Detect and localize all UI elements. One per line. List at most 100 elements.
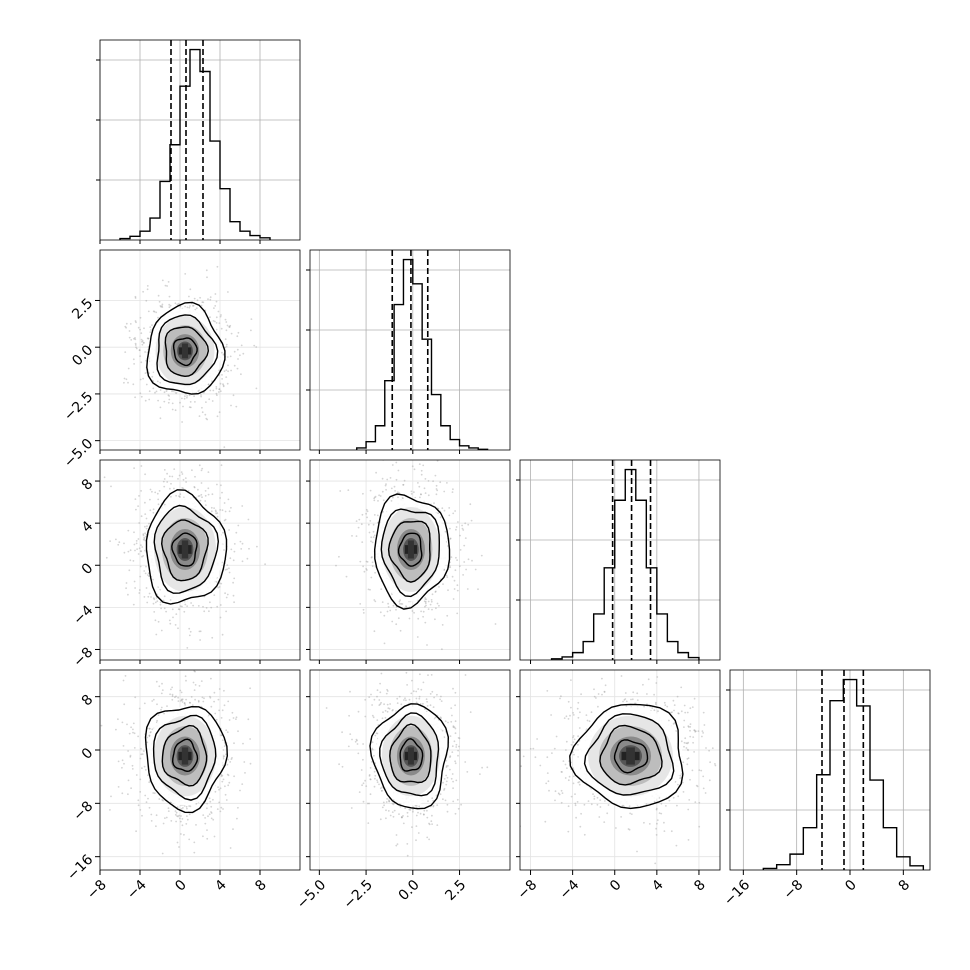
scatter-point xyxy=(118,541,121,544)
scatter-point xyxy=(147,572,150,575)
scatter-point xyxy=(217,310,220,313)
panel-frame xyxy=(99,459,301,661)
scatter-point xyxy=(445,780,448,783)
scatter-point xyxy=(140,753,143,756)
scatter-point xyxy=(109,540,111,542)
scatter-point xyxy=(201,411,204,414)
scatter-point xyxy=(400,816,403,819)
scatter-point xyxy=(412,810,414,813)
scatter-point xyxy=(411,679,413,682)
scatter-point xyxy=(233,364,236,367)
scatter-point xyxy=(144,501,146,504)
scatter-point xyxy=(387,606,390,608)
contour-line xyxy=(387,520,431,583)
scatter-point xyxy=(435,607,437,610)
scatter-point xyxy=(441,648,443,651)
density-peak xyxy=(181,747,189,765)
scatter-point xyxy=(148,727,151,730)
scatter-point xyxy=(448,514,451,517)
scatter-point xyxy=(192,304,195,307)
scatter-point xyxy=(134,297,137,299)
scatter-point xyxy=(151,490,153,493)
scatter-point xyxy=(447,721,449,724)
scatter-point xyxy=(174,302,177,305)
scatter-point xyxy=(204,457,206,459)
scatter-point xyxy=(577,735,579,738)
scatter-point xyxy=(225,753,227,756)
scatter-point xyxy=(132,603,135,606)
scatter-point xyxy=(237,730,239,733)
scatter-point xyxy=(432,804,435,807)
scatter-point xyxy=(210,506,213,509)
scatter-point xyxy=(204,494,207,497)
scatter-point xyxy=(172,242,174,244)
scatter-point xyxy=(216,415,219,418)
scatter-point xyxy=(451,745,454,748)
scatter-point xyxy=(449,735,452,737)
scatter-point xyxy=(379,691,382,694)
scatter-point xyxy=(464,761,467,763)
scatter-point xyxy=(144,473,147,476)
scatter-point xyxy=(335,564,337,567)
scatter-point xyxy=(376,779,378,782)
scatter-point xyxy=(164,817,166,819)
scatter-point xyxy=(201,467,204,470)
scatter-point xyxy=(408,808,411,811)
scatter-point xyxy=(453,579,456,582)
scatter-point xyxy=(129,559,132,562)
scatter-point xyxy=(458,565,461,568)
scatter-point xyxy=(192,604,195,607)
scatter-point xyxy=(222,385,225,388)
scatter-point xyxy=(189,805,192,808)
scatter-point xyxy=(462,574,464,576)
scatter-point xyxy=(221,378,224,380)
scatter-point xyxy=(194,684,197,686)
scatter-point xyxy=(220,773,223,776)
scatter-point xyxy=(122,745,125,747)
scatter-point xyxy=(379,611,382,614)
scatter-point xyxy=(133,467,136,469)
scatter-point xyxy=(178,846,180,848)
scatter-point xyxy=(179,305,182,308)
scatter-point xyxy=(215,510,217,513)
scatter-point xyxy=(188,394,191,397)
scatter-point xyxy=(209,316,211,319)
scatter-point xyxy=(217,391,220,393)
scatter-point xyxy=(376,695,378,698)
scatter-point xyxy=(139,575,142,578)
scatter-point xyxy=(197,495,200,498)
scatter-point xyxy=(426,644,428,646)
scatter-point xyxy=(373,496,376,499)
scatter-point xyxy=(129,549,132,552)
scatter-point xyxy=(378,783,380,786)
scatter-point xyxy=(209,298,212,301)
scatter-point xyxy=(141,555,143,558)
scatter-point xyxy=(374,734,377,737)
scatter-point xyxy=(181,699,183,702)
scatter-point xyxy=(143,342,145,344)
scatter-point xyxy=(163,595,166,598)
scatter-point xyxy=(362,758,364,761)
scatter-point xyxy=(117,718,119,721)
scatter-point xyxy=(193,486,196,489)
scatter-point xyxy=(155,597,158,599)
scatter-point xyxy=(171,408,174,411)
scatter-point xyxy=(134,337,136,339)
scatter-point xyxy=(200,395,203,398)
scatter-point xyxy=(451,751,454,753)
scatter-point xyxy=(244,772,246,774)
scatter-point xyxy=(123,762,125,765)
scatter-point xyxy=(148,398,151,401)
scatter-point xyxy=(415,814,418,817)
scatter-point xyxy=(232,581,235,584)
scatter-point xyxy=(390,665,392,667)
scatter-point xyxy=(123,377,126,380)
scatter-point xyxy=(146,741,149,744)
scatter-point xyxy=(127,367,130,370)
scatter-point xyxy=(201,650,203,652)
scatter-point xyxy=(225,729,228,732)
scatter-point xyxy=(443,490,446,493)
scatter-point xyxy=(675,844,678,847)
scatter-point xyxy=(206,837,209,840)
scatter-point xyxy=(702,787,705,790)
